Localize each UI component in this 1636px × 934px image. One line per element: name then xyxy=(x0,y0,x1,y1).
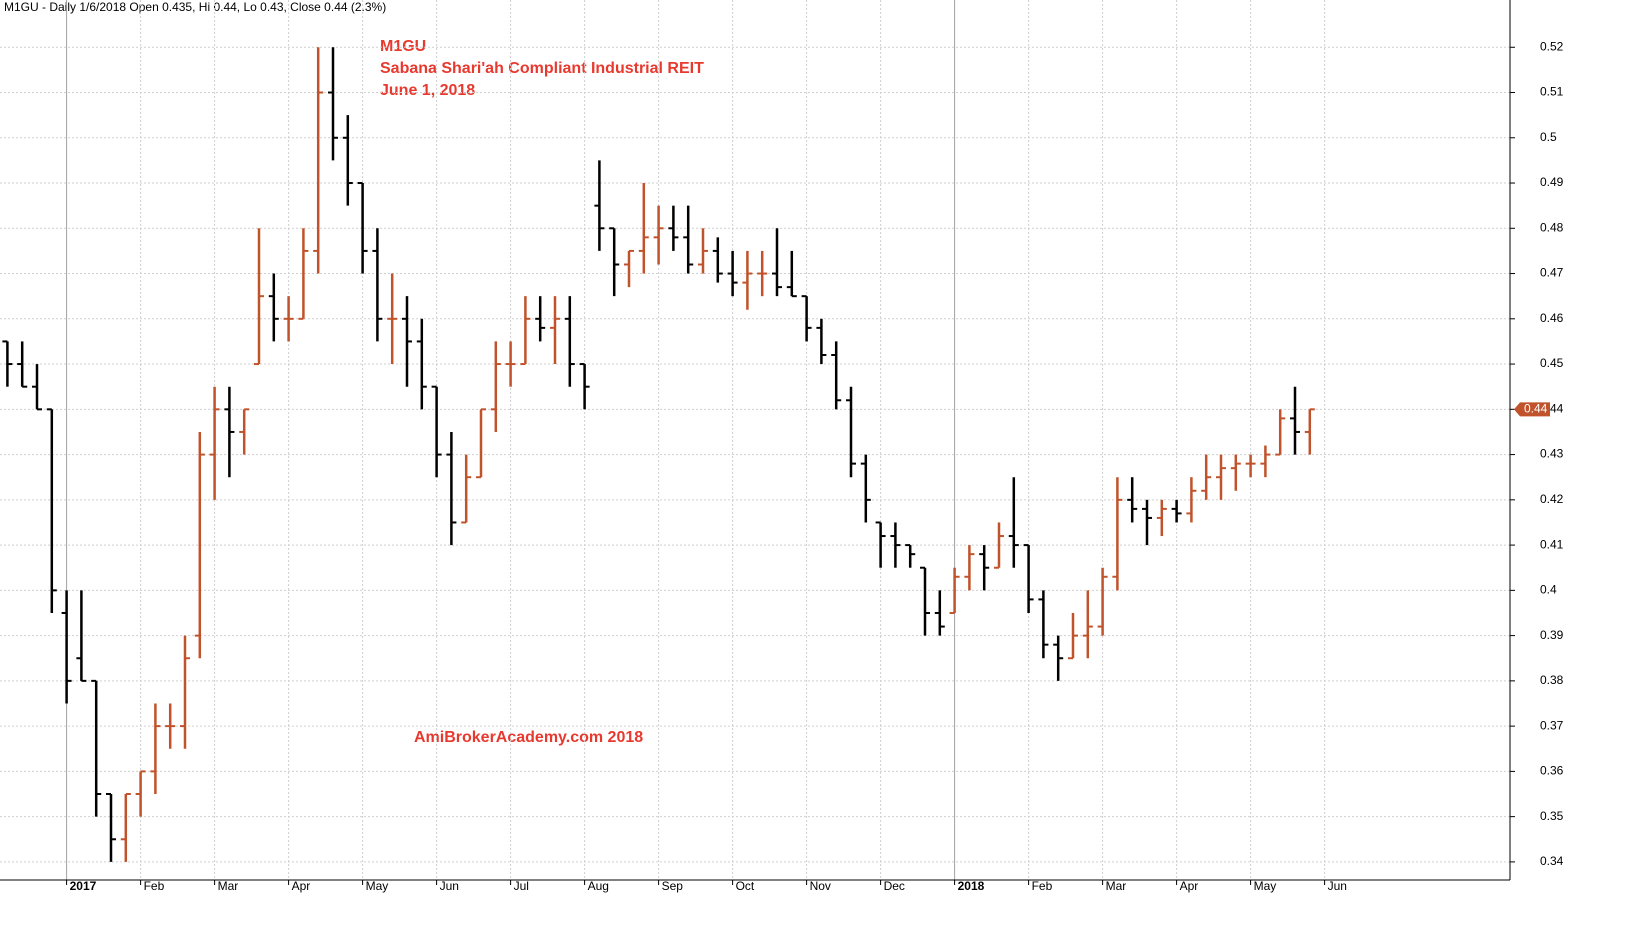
x-tick-label: Jun xyxy=(440,879,459,893)
y-tick-label: 0.42 xyxy=(1540,492,1564,506)
y-tick-label: 0.34 xyxy=(1540,854,1564,868)
y-tick-label: 0.47 xyxy=(1540,266,1564,280)
x-tick-label: May xyxy=(366,879,389,893)
last-price-label: 0.44 xyxy=(1524,401,1548,415)
x-tick-label: Apr xyxy=(292,879,311,893)
y-tick-label: 0.36 xyxy=(1540,764,1564,778)
y-tick-label: 0.43 xyxy=(1540,447,1564,461)
x-tick-label: Jun xyxy=(1328,879,1347,893)
y-tick-label: 0.52 xyxy=(1540,39,1564,53)
y-tick-label: 0.39 xyxy=(1540,628,1564,642)
date-label: June 1, 2018 xyxy=(380,82,475,99)
y-tick-label: 0.5 xyxy=(1540,130,1557,144)
y-tick-label: 0.4 xyxy=(1540,583,1557,597)
watermark: AmiBrokerAcademy.com 2018 xyxy=(414,729,643,746)
x-tick-label: Oct xyxy=(736,879,755,893)
x-tick-label: Aug xyxy=(588,879,609,893)
last-price-marker xyxy=(1514,402,1550,417)
y-tick-label: 0.49 xyxy=(1540,175,1564,189)
y-tick-label: 0.45 xyxy=(1540,356,1564,370)
x-tick-label: Feb xyxy=(1032,879,1053,893)
chart-header: M1GU - Daily 1/6/2018 Open 0.435, Hi 0.4… xyxy=(4,0,386,14)
chart-title: M1GU xyxy=(380,38,426,55)
x-tick-label: 2017 xyxy=(70,879,97,893)
x-tick-label: Dec xyxy=(884,879,905,893)
x-tick-label: Mar xyxy=(218,879,239,893)
x-tick-label: Jul xyxy=(514,879,529,893)
x-tick-label: Nov xyxy=(810,879,831,893)
x-tick-label: Mar xyxy=(1106,879,1127,893)
x-tick-label: May xyxy=(1254,879,1277,893)
x-tick-label: Sep xyxy=(662,879,684,893)
y-tick-label: 0.46 xyxy=(1540,311,1564,325)
x-tick-label: Apr xyxy=(1180,879,1199,893)
y-tick-label: 0.48 xyxy=(1540,220,1564,234)
y-tick-label: 0.38 xyxy=(1540,673,1564,687)
x-tick-label: 2018 xyxy=(958,879,985,893)
y-tick-label: 0.37 xyxy=(1540,718,1564,732)
y-tick-label: 0.35 xyxy=(1540,809,1564,823)
chart-subtitle: Sabana Shari'ah Compliant Industrial REI… xyxy=(380,60,704,77)
x-tick-label: Feb xyxy=(144,879,165,893)
y-tick-label: 0.41 xyxy=(1540,537,1564,551)
y-tick-label: 0.51 xyxy=(1540,85,1564,99)
